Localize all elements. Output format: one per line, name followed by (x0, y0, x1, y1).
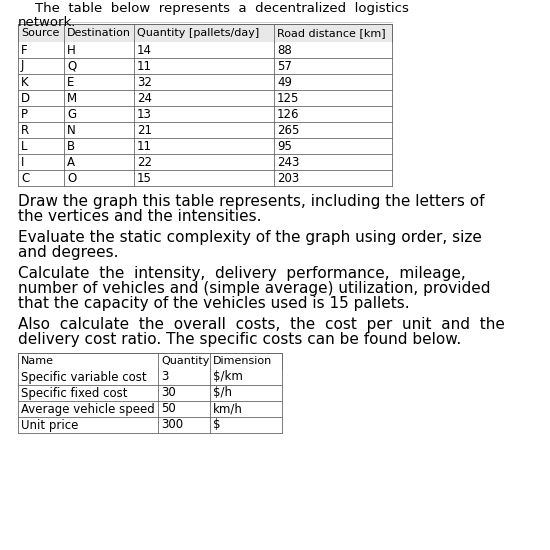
Text: 14: 14 (137, 43, 152, 57)
Text: The  table  below  represents  a  decentralized  logistics: The table below represents a decentraliz… (18, 2, 409, 15)
Text: N: N (67, 124, 76, 136)
Text: 95: 95 (277, 140, 292, 152)
Text: delivery cost ratio. The specific costs can be found below.: delivery cost ratio. The specific costs … (18, 332, 461, 347)
Text: 11: 11 (137, 59, 152, 73)
Text: P: P (21, 107, 28, 120)
Text: 125: 125 (277, 91, 299, 104)
Text: 21: 21 (137, 124, 152, 136)
Bar (18, 106, 392, 122)
Text: Specific variable cost: Specific variable cost (21, 371, 147, 383)
Text: and degrees.: and degrees. (18, 245, 118, 260)
Bar (18, 353, 282, 369)
Bar (18, 122, 392, 138)
Text: Source: Source (21, 28, 59, 38)
Text: I: I (21, 156, 24, 168)
Text: Road distance [km]: Road distance [km] (277, 28, 386, 38)
Text: Specific fixed cost: Specific fixed cost (21, 387, 128, 399)
Text: O: O (67, 172, 76, 184)
Text: J: J (21, 59, 24, 73)
Text: D: D (21, 91, 30, 104)
Text: 243: 243 (277, 156, 299, 168)
Text: 57: 57 (277, 59, 292, 73)
Bar (18, 385, 282, 401)
Text: R: R (21, 124, 29, 136)
Text: 24: 24 (137, 91, 152, 104)
Text: 300: 300 (161, 419, 183, 432)
Bar (18, 42, 392, 58)
Text: $: $ (213, 419, 221, 432)
Bar (18, 24, 392, 42)
Text: Quantity [pallets/day]: Quantity [pallets/day] (137, 28, 259, 38)
Text: K: K (21, 75, 29, 89)
Text: C: C (21, 172, 29, 184)
Bar (18, 401, 282, 417)
Text: A: A (67, 156, 75, 168)
Text: $/km: $/km (213, 371, 243, 383)
Text: L: L (21, 140, 28, 152)
Text: Q: Q (67, 59, 76, 73)
Text: 49: 49 (277, 75, 292, 89)
Text: that the capacity of the vehicles used is 15 pallets.: that the capacity of the vehicles used i… (18, 296, 410, 311)
Text: Unit price: Unit price (21, 419, 78, 432)
Bar (18, 74, 392, 90)
Text: the vertices and the intensities.: the vertices and the intensities. (18, 209, 261, 224)
Text: Name: Name (21, 356, 54, 366)
Text: number of vehicles and (simple average) utilization, provided: number of vehicles and (simple average) … (18, 281, 491, 296)
Bar (18, 369, 282, 385)
Text: 30: 30 (161, 387, 176, 399)
Text: H: H (67, 43, 76, 57)
Text: 32: 32 (137, 75, 152, 89)
Text: Also  calculate  the  overall  costs,  the  cost  per  unit  and  the: Also calculate the overall costs, the co… (18, 317, 505, 332)
Text: network.: network. (18, 16, 76, 29)
Text: $/h: $/h (213, 387, 232, 399)
Bar (18, 58, 392, 74)
Text: km/h: km/h (213, 403, 243, 415)
Text: 50: 50 (161, 403, 176, 415)
Text: 126: 126 (277, 107, 300, 120)
Text: 13: 13 (137, 107, 152, 120)
Text: 3: 3 (161, 371, 168, 383)
Text: 11: 11 (137, 140, 152, 152)
Text: Dimension: Dimension (213, 356, 272, 366)
Text: 22: 22 (137, 156, 152, 168)
Text: 15: 15 (137, 172, 152, 184)
Text: Calculate  the  intensity,  delivery  performance,  mileage,: Calculate the intensity, delivery perfor… (18, 266, 466, 281)
Text: F: F (21, 43, 28, 57)
Bar (18, 417, 282, 433)
Text: B: B (67, 140, 75, 152)
Text: M: M (67, 91, 77, 104)
Bar (18, 90, 392, 106)
Text: 203: 203 (277, 172, 299, 184)
Text: G: G (67, 107, 76, 120)
Bar (18, 154, 392, 170)
Text: E: E (67, 75, 74, 89)
Bar (18, 170, 392, 186)
Text: Quantity: Quantity (161, 356, 210, 366)
Bar (18, 138, 392, 154)
Text: Destination: Destination (67, 28, 131, 38)
Text: Average vehicle speed: Average vehicle speed (21, 403, 155, 415)
Text: Draw the graph this table represents, including the letters of: Draw the graph this table represents, in… (18, 194, 485, 209)
Text: 88: 88 (277, 43, 292, 57)
Text: 265: 265 (277, 124, 299, 136)
Text: Evaluate the static complexity of the graph using order, size: Evaluate the static complexity of the gr… (18, 230, 482, 245)
